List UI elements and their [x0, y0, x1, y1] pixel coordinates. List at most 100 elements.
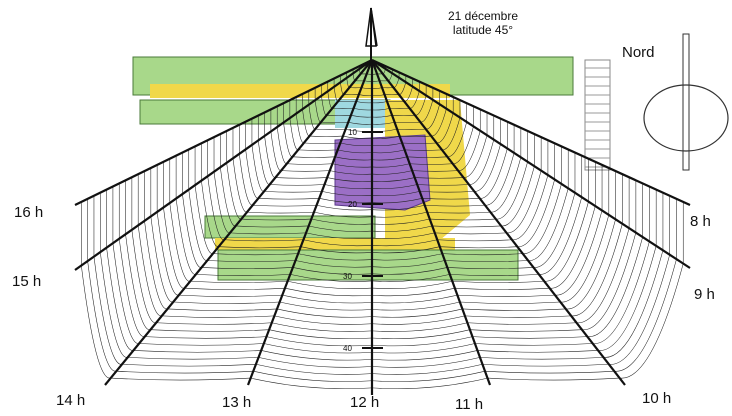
shadow-hatch-line — [290, 274, 373, 282]
shadow-hatch-line — [485, 152, 515, 206]
shadow-hatch-line — [371, 225, 433, 232]
shadow-hatch-line — [110, 377, 251, 381]
shadow-hatch-line — [144, 336, 267, 339]
shadow-hatch-line — [436, 113, 454, 144]
shadow-hatch-line — [474, 343, 593, 346]
shadow-hatch-line — [292, 267, 373, 275]
shadow-hatch-line — [287, 281, 373, 289]
shadow-hatch-line — [608, 254, 670, 365]
shadow-hatch-line — [161, 315, 275, 318]
shadow-hatch-line — [371, 253, 443, 261]
shadow-hatch-line — [298, 253, 373, 261]
shadow-hatch-line — [292, 156, 336, 158]
shadow-hatch-line — [295, 260, 373, 268]
shadow-hatch-line — [125, 234, 151, 330]
shadow-hatch-line — [264, 135, 276, 178]
shadow-hatch-line — [274, 315, 373, 325]
hour-ray-13h — [246, 59, 374, 386]
shadow-hatch-line — [371, 260, 445, 268]
shadow-hatch-line — [281, 170, 330, 172]
shadow-hatching — [81, 63, 684, 390]
shadow-hatch-line — [313, 211, 373, 218]
distance-mark-40: 40 — [343, 344, 352, 353]
hour-label-11: 11 h — [455, 396, 484, 413]
shadow-hatch-line — [348, 121, 373, 125]
shadow-hatch-line — [511, 174, 549, 241]
shadow-hatch-line — [229, 232, 307, 235]
hour-ray-9h — [371, 59, 691, 269]
shadow-hatch-line — [150, 216, 174, 303]
shadow-hatch-line — [253, 370, 373, 382]
shadow-hatch-line — [371, 142, 403, 147]
shadow-hatch-line — [458, 130, 481, 171]
shadow-hatch-line — [412, 170, 459, 172]
distance-mark-10: 10 — [348, 128, 357, 137]
shadow-hatch-line — [218, 246, 301, 249]
shadow-hatch-line — [469, 329, 582, 332]
shadow-hatch-line — [194, 185, 214, 254]
shadow-hatch-line — [298, 149, 338, 151]
shadow-hatch-line — [565, 219, 616, 310]
shadow-hatch-line — [447, 267, 534, 269]
shadow-hatch-line — [371, 115, 393, 118]
shadow-hatch-line — [175, 198, 196, 275]
shadow-hatch-line — [371, 294, 458, 304]
shadow-hatch-line — [439, 246, 518, 249]
shadow-hatch-line — [581, 232, 637, 330]
distance-mark-30: 30 — [343, 272, 352, 281]
shadow-hatch-line — [335, 156, 373, 161]
shadow-hatch-line — [337, 149, 373, 154]
hour-label-14: 14 h — [56, 392, 86, 409]
north-corridor — [150, 84, 450, 98]
shadow-hatch-line — [472, 336, 588, 339]
latitude-label: latitude 45° — [452, 23, 514, 37]
shadow-hatch-line — [356, 101, 373, 104]
shadow-hatch-line — [220, 167, 236, 227]
shadow-hatch-line — [371, 287, 455, 297]
shadow-hatch-line — [235, 225, 309, 228]
shadow-hatch-line — [457, 294, 556, 297]
shadow-hatch-line — [501, 166, 535, 227]
hour-label-16: 16 h — [14, 204, 44, 221]
shadow-hatch-line — [371, 343, 475, 354]
hour-ray-8h — [371, 58, 691, 207]
shadow-hatch-line — [137, 225, 162, 317]
hour-label-8: 8 h — [690, 213, 711, 230]
shadow-hatch-line — [263, 343, 373, 354]
shadow-hatch-line — [303, 239, 373, 247]
hour-ray-11h — [370, 59, 492, 386]
shadow-hatch-line — [371, 377, 488, 389]
shadow-hatch-line — [190, 281, 288, 283]
shadow-hatch-line — [452, 126, 474, 164]
shadow-hatch-line — [528, 188, 569, 261]
shadow-hatch-line — [467, 322, 577, 325]
shadow-hatch-line — [270, 131, 282, 171]
shadow-hatch-line — [308, 225, 373, 232]
shadow-hatch-line — [116, 370, 254, 374]
shadow-hatch-line — [414, 177, 464, 179]
shadow-hatch-line — [163, 207, 185, 289]
shadow-hatch-line — [371, 350, 478, 361]
shadow-hatch-line — [324, 184, 373, 189]
shadow-hatch-line — [118, 238, 145, 337]
shadow-hatch-line — [422, 198, 480, 200]
hour-label-12: 12 h — [350, 394, 380, 411]
distance-mark-20: 20 — [348, 200, 357, 209]
shadow-hatch-line — [554, 210, 603, 296]
shadow-hatch-line — [371, 184, 418, 189]
shadow-hatch-line — [371, 370, 486, 382]
compass-dial — [643, 84, 729, 152]
shadow-hatch-line — [371, 108, 390, 111]
shadow-hatch-line — [371, 281, 453, 289]
shadow-hatch-line — [459, 301, 561, 304]
hour-ray-16h — [74, 59, 373, 206]
shadow-hatch-line — [311, 218, 373, 225]
shadow-hatch-line — [100, 252, 128, 358]
shadow-hatch-line — [479, 148, 508, 199]
hour-ray-10h — [371, 59, 626, 386]
shadow-hatch-line — [127, 357, 259, 360]
shadow-hatch-line — [371, 239, 438, 247]
hour-ray-14h — [104, 59, 373, 386]
shadow-hatch-line — [182, 194, 202, 268]
